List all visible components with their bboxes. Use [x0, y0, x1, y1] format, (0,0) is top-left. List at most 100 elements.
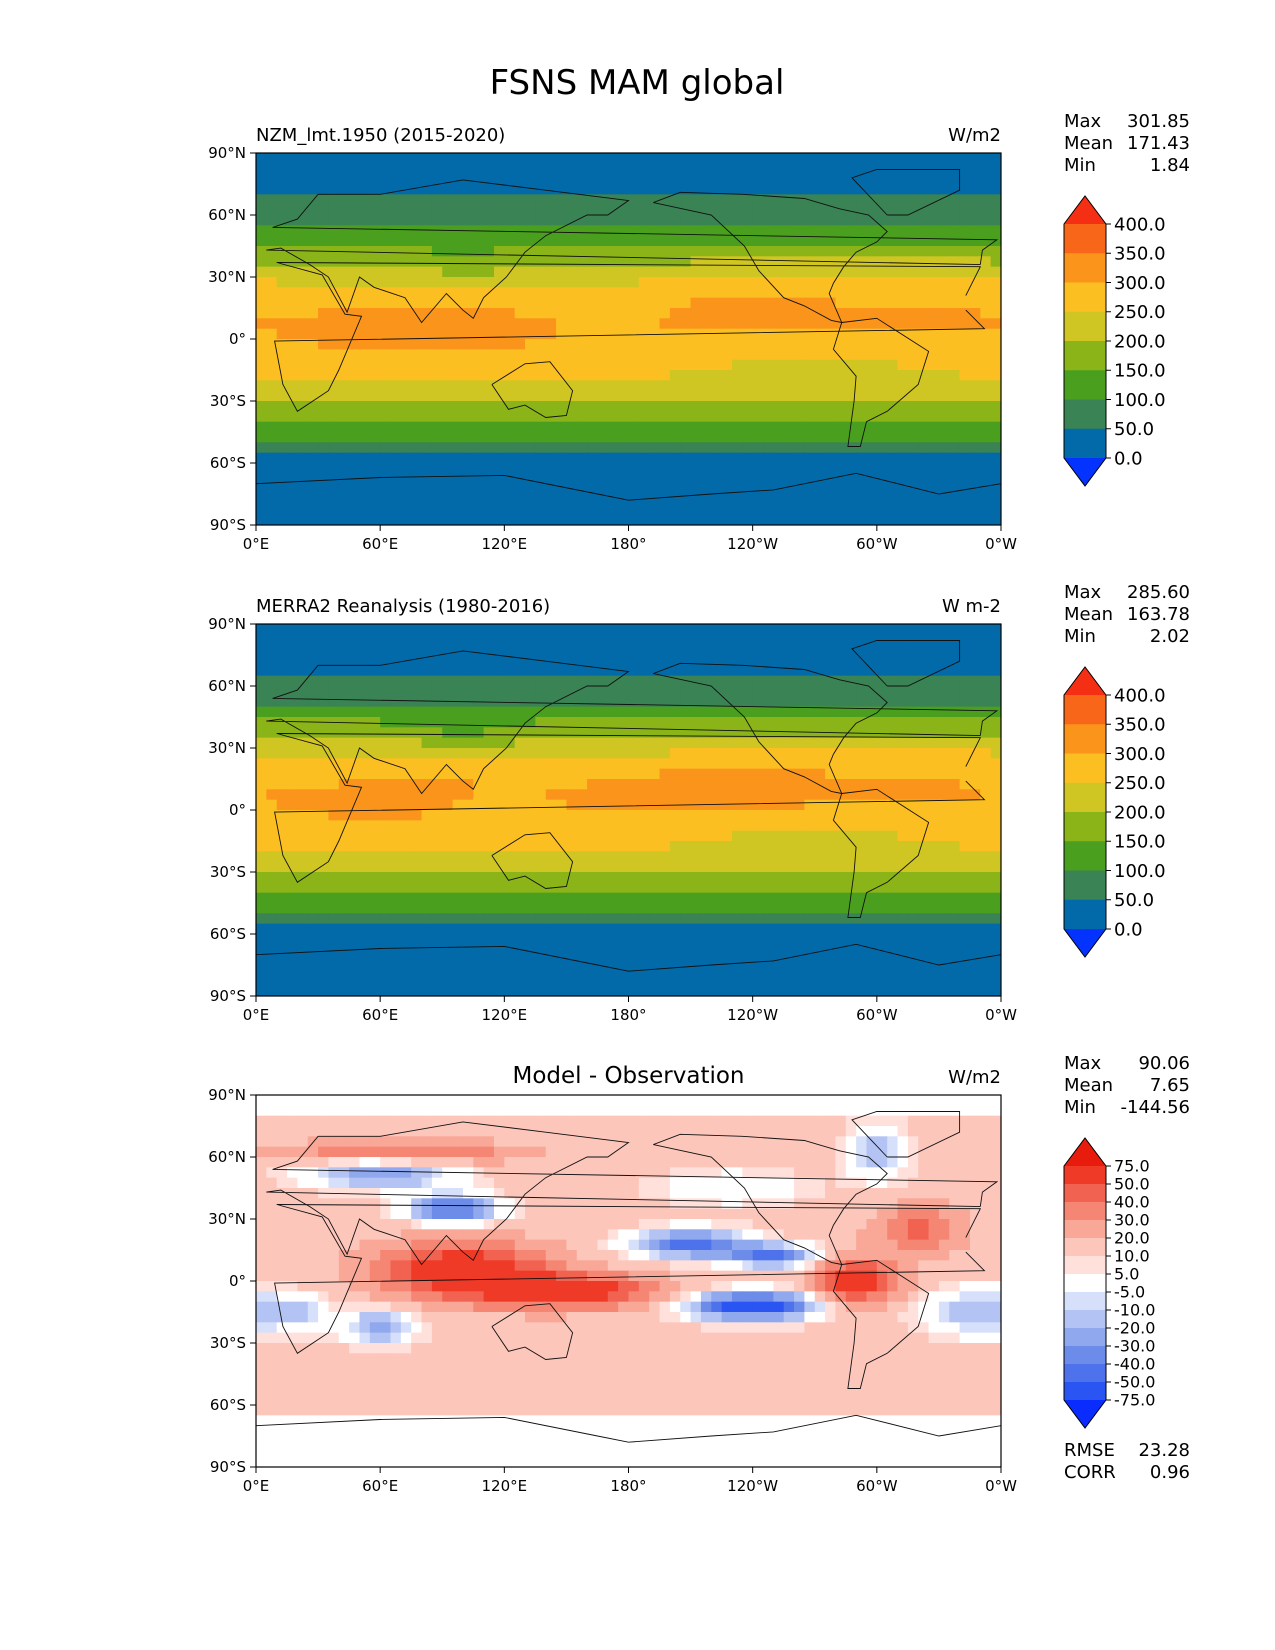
map-cell	[638, 779, 650, 790]
map-cell	[256, 463, 267, 474]
map-cell	[814, 473, 826, 485]
map-cell	[380, 349, 392, 361]
map-cell	[576, 401, 588, 412]
map-cell	[421, 390, 433, 402]
map-cell	[493, 452, 505, 464]
map-cell	[907, 370, 919, 381]
map-cell	[597, 173, 609, 185]
map-cell	[928, 830, 940, 842]
map-cell	[690, 830, 702, 842]
map-cell	[876, 349, 888, 361]
map-cell	[380, 624, 392, 635]
map-cell	[814, 717, 826, 728]
map-cell	[597, 727, 609, 739]
map-cell	[680, 851, 692, 863]
map-cell	[638, 483, 650, 495]
map-cell	[473, 297, 485, 309]
map-cell	[887, 473, 899, 485]
map-cell	[462, 717, 474, 728]
map-cell	[545, 903, 557, 914]
map-cell	[949, 204, 961, 216]
map-cell	[545, 297, 557, 309]
map-cell	[649, 737, 661, 749]
map-cell	[411, 473, 423, 485]
map-cell	[866, 892, 878, 904]
map-field-model	[256, 153, 1001, 525]
map-cell	[814, 308, 826, 319]
map-cell	[597, 768, 609, 780]
map-cell	[411, 204, 423, 216]
map-cell	[794, 748, 806, 759]
map-cell	[794, 768, 806, 780]
map-cell	[307, 768, 319, 780]
map-cell	[473, 401, 485, 412]
map-cell	[607, 370, 619, 381]
map-cell	[400, 421, 412, 433]
map-cell	[969, 758, 981, 770]
map-cell	[794, 810, 806, 821]
map-cell	[959, 903, 971, 914]
map-cell	[649, 297, 661, 309]
map-cell	[669, 308, 681, 319]
map-cell	[256, 913, 267, 925]
map-cell	[576, 308, 588, 319]
map-cell	[814, 706, 826, 718]
map-cell	[794, 173, 806, 185]
map-cell	[556, 483, 568, 495]
map-cell	[907, 297, 919, 309]
map-cell	[783, 390, 795, 402]
map-cell	[514, 308, 526, 319]
map-cell	[835, 277, 847, 288]
map-cell	[307, 411, 319, 423]
map-cell	[835, 287, 847, 299]
map-cell	[866, 246, 878, 257]
map-cell	[659, 184, 671, 195]
map-cell	[328, 504, 340, 516]
map-cell	[638, 830, 650, 842]
map-cell	[680, 913, 692, 925]
map-cell	[897, 452, 909, 464]
map-cell	[990, 768, 1001, 780]
map-cell	[876, 287, 888, 299]
map-cell	[266, 872, 278, 883]
map-cell	[369, 349, 381, 361]
map-cell	[431, 737, 443, 749]
map-cell	[276, 483, 288, 495]
map-cell	[442, 184, 454, 195]
map-cell	[607, 473, 619, 485]
map-cell	[742, 380, 754, 392]
map-cell	[938, 830, 950, 842]
map-cell	[380, 768, 392, 780]
map-cell	[887, 851, 899, 863]
map-cell	[804, 411, 816, 423]
map-cell	[400, 287, 412, 299]
map-cell	[876, 882, 888, 894]
map-cell	[783, 913, 795, 925]
map-cell	[514, 748, 526, 759]
map-cell	[928, 789, 940, 801]
map-cell	[411, 256, 423, 268]
map-cell	[276, 494, 288, 505]
map-cell	[535, 504, 547, 516]
map-cell	[369, 432, 381, 443]
map-cell	[318, 256, 330, 268]
map-cell	[493, 473, 505, 485]
map-cell	[287, 872, 298, 883]
map-cell	[607, 452, 619, 464]
map-cell	[566, 665, 578, 677]
map-cell	[980, 411, 992, 423]
map-cell	[783, 758, 795, 770]
map-cell	[597, 892, 609, 904]
map-cell	[556, 758, 568, 770]
map-cell	[969, 634, 981, 646]
map-cell	[763, 173, 774, 185]
map-cell	[566, 246, 578, 257]
map-cell	[576, 892, 588, 904]
map-cell	[804, 727, 816, 739]
map-cell	[669, 923, 681, 935]
map-cell	[949, 297, 961, 309]
map-cell	[525, 297, 536, 309]
map-cell	[566, 401, 578, 412]
map-cell	[545, 235, 557, 247]
map-cell	[825, 370, 837, 381]
